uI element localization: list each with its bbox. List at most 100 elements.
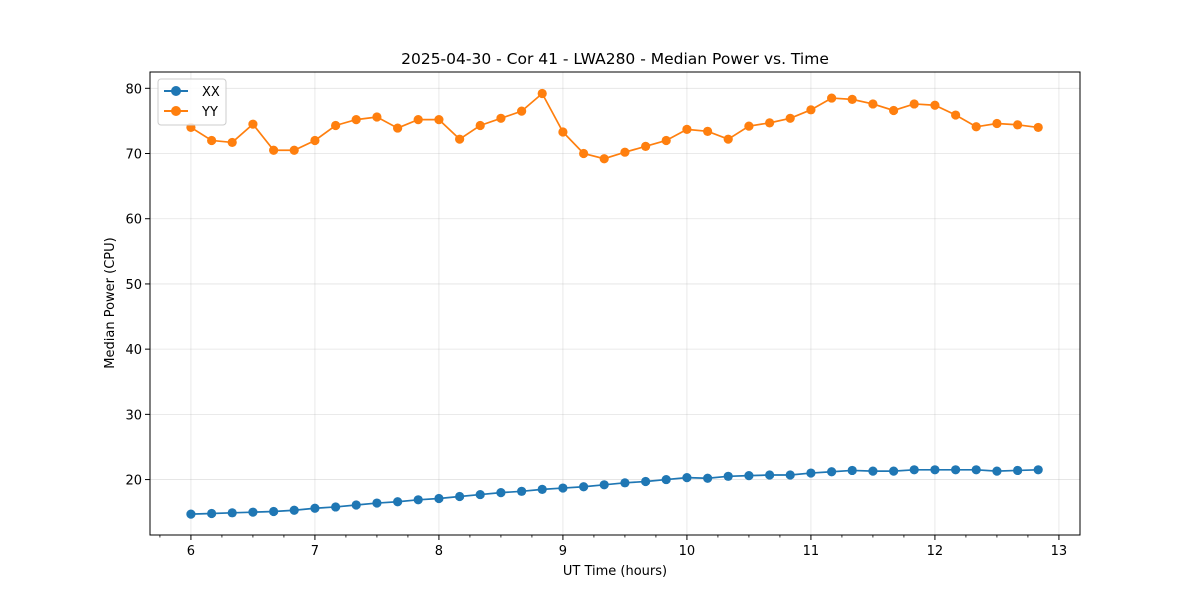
- series-layer: [186, 88, 1043, 519]
- data-point-yy: [331, 120, 341, 131]
- data-point-xx: [765, 470, 775, 480]
- data-point-yy: [289, 145, 299, 155]
- data-point-xx: [475, 489, 485, 500]
- x-tick-label: 6: [187, 544, 195, 559]
- data-point-xx: [723, 471, 733, 481]
- y-tick-label: 20: [125, 474, 142, 489]
- data-point-xx: [847, 465, 857, 476]
- data-point-xx: [951, 465, 961, 475]
- data-point-yy: [827, 93, 837, 103]
- y-tick-label: 30: [125, 408, 142, 423]
- data-point-xx: [785, 470, 795, 480]
- x-tick-label: 8: [435, 544, 443, 559]
- data-point-xx: [806, 468, 816, 478]
- x-tick-label: 12: [927, 544, 944, 559]
- data-point-yy: [393, 123, 403, 133]
- data-point-yy: [517, 106, 527, 116]
- data-point-yy: [537, 88, 547, 99]
- data-point-xx: [971, 465, 981, 475]
- data-point-xx: [579, 482, 589, 492]
- data-point-xx: [909, 465, 919, 475]
- data-point-xx: [537, 484, 547, 494]
- grid: [150, 72, 1080, 535]
- data-point-xx: [868, 466, 878, 476]
- data-point-yy: [1013, 120, 1023, 130]
- legend-marker-yy: [171, 106, 181, 116]
- data-point-xx: [434, 493, 444, 504]
- data-point-yy: [909, 99, 919, 109]
- x-axis-label: UT Time (hours): [563, 564, 667, 579]
- data-point-yy: [930, 100, 940, 110]
- data-point-yy: [269, 145, 279, 155]
- data-point-xx: [186, 509, 196, 519]
- data-point-xx: [207, 508, 217, 519]
- data-point-yy: [703, 126, 713, 136]
- y-tick-label: 60: [125, 213, 142, 228]
- data-point-xx: [227, 508, 237, 518]
- x-tick-label: 7: [311, 544, 319, 559]
- data-point-yy: [207, 135, 217, 146]
- legend: XX YY: [157, 78, 227, 126]
- data-point-xx: [661, 474, 671, 485]
- data-point-yy: [682, 124, 692, 134]
- data-point-yy: [620, 147, 630, 157]
- data-point-yy: [227, 137, 237, 148]
- data-point-xx: [682, 473, 692, 483]
- data-point-xx: [827, 467, 837, 477]
- data-point-xx: [517, 486, 527, 496]
- series-yy: [186, 88, 1043, 164]
- data-point-xx: [558, 483, 568, 493]
- y-tick-label: 70: [125, 148, 142, 163]
- data-point-yy: [951, 110, 961, 120]
- x-tick-label: 9: [559, 544, 567, 559]
- data-point-yy: [434, 115, 444, 125]
- data-point-xx: [310, 503, 320, 513]
- data-point-yy: [455, 134, 465, 144]
- data-point-xx: [1033, 465, 1043, 475]
- data-point-xx: [889, 466, 899, 476]
- data-point-xx: [289, 505, 299, 515]
- y-tick-label: 50: [125, 278, 142, 293]
- data-point-xx: [248, 507, 258, 517]
- data-point-xx: [641, 476, 651, 487]
- legend-label-xx: XX: [202, 85, 220, 100]
- x-tick-label: 13: [1051, 544, 1068, 559]
- data-point-xx: [496, 488, 506, 498]
- data-point-xx: [372, 498, 382, 508]
- data-point-yy: [248, 119, 258, 129]
- data-point-xx: [620, 478, 630, 488]
- legend-label-yy: YY: [201, 105, 218, 120]
- data-point-yy: [413, 115, 423, 125]
- data-point-yy: [1033, 122, 1043, 133]
- data-point-yy: [310, 135, 320, 146]
- data-point-xx: [1013, 465, 1023, 476]
- data-point-xx: [455, 491, 465, 502]
- data-point-yy: [889, 105, 899, 116]
- data-point-yy: [475, 120, 485, 131]
- data-point-yy: [847, 94, 857, 104]
- data-point-xx: [992, 466, 1002, 476]
- data-point-xx: [393, 497, 403, 507]
- data-point-yy: [641, 141, 651, 151]
- data-point-yy: [744, 121, 754, 131]
- data-point-yy: [971, 122, 981, 132]
- data-point-xx: [351, 500, 361, 510]
- data-point-yy: [868, 99, 878, 109]
- y-tick-label: 40: [125, 343, 142, 358]
- data-point-yy: [579, 148, 589, 159]
- data-point-yy: [765, 118, 775, 128]
- data-point-yy: [785, 113, 795, 123]
- data-point-yy: [661, 135, 671, 146]
- x-tick-label: 10: [679, 544, 696, 559]
- x-axis: 6 7 8 9 10 11 12 13: [159, 535, 1068, 559]
- data-point-yy: [372, 112, 382, 122]
- data-point-yy: [496, 113, 506, 123]
- y-axis-label: Median Power (CPU): [103, 237, 118, 368]
- data-point-xx: [744, 471, 754, 481]
- plot-frame: [149, 71, 1081, 536]
- data-point-xx: [413, 495, 423, 505]
- data-point-yy: [351, 115, 361, 125]
- chart-title: 2025-04-30 - Cor 41 - LWA280 - Median Po…: [401, 50, 829, 68]
- data-point-yy: [558, 127, 568, 137]
